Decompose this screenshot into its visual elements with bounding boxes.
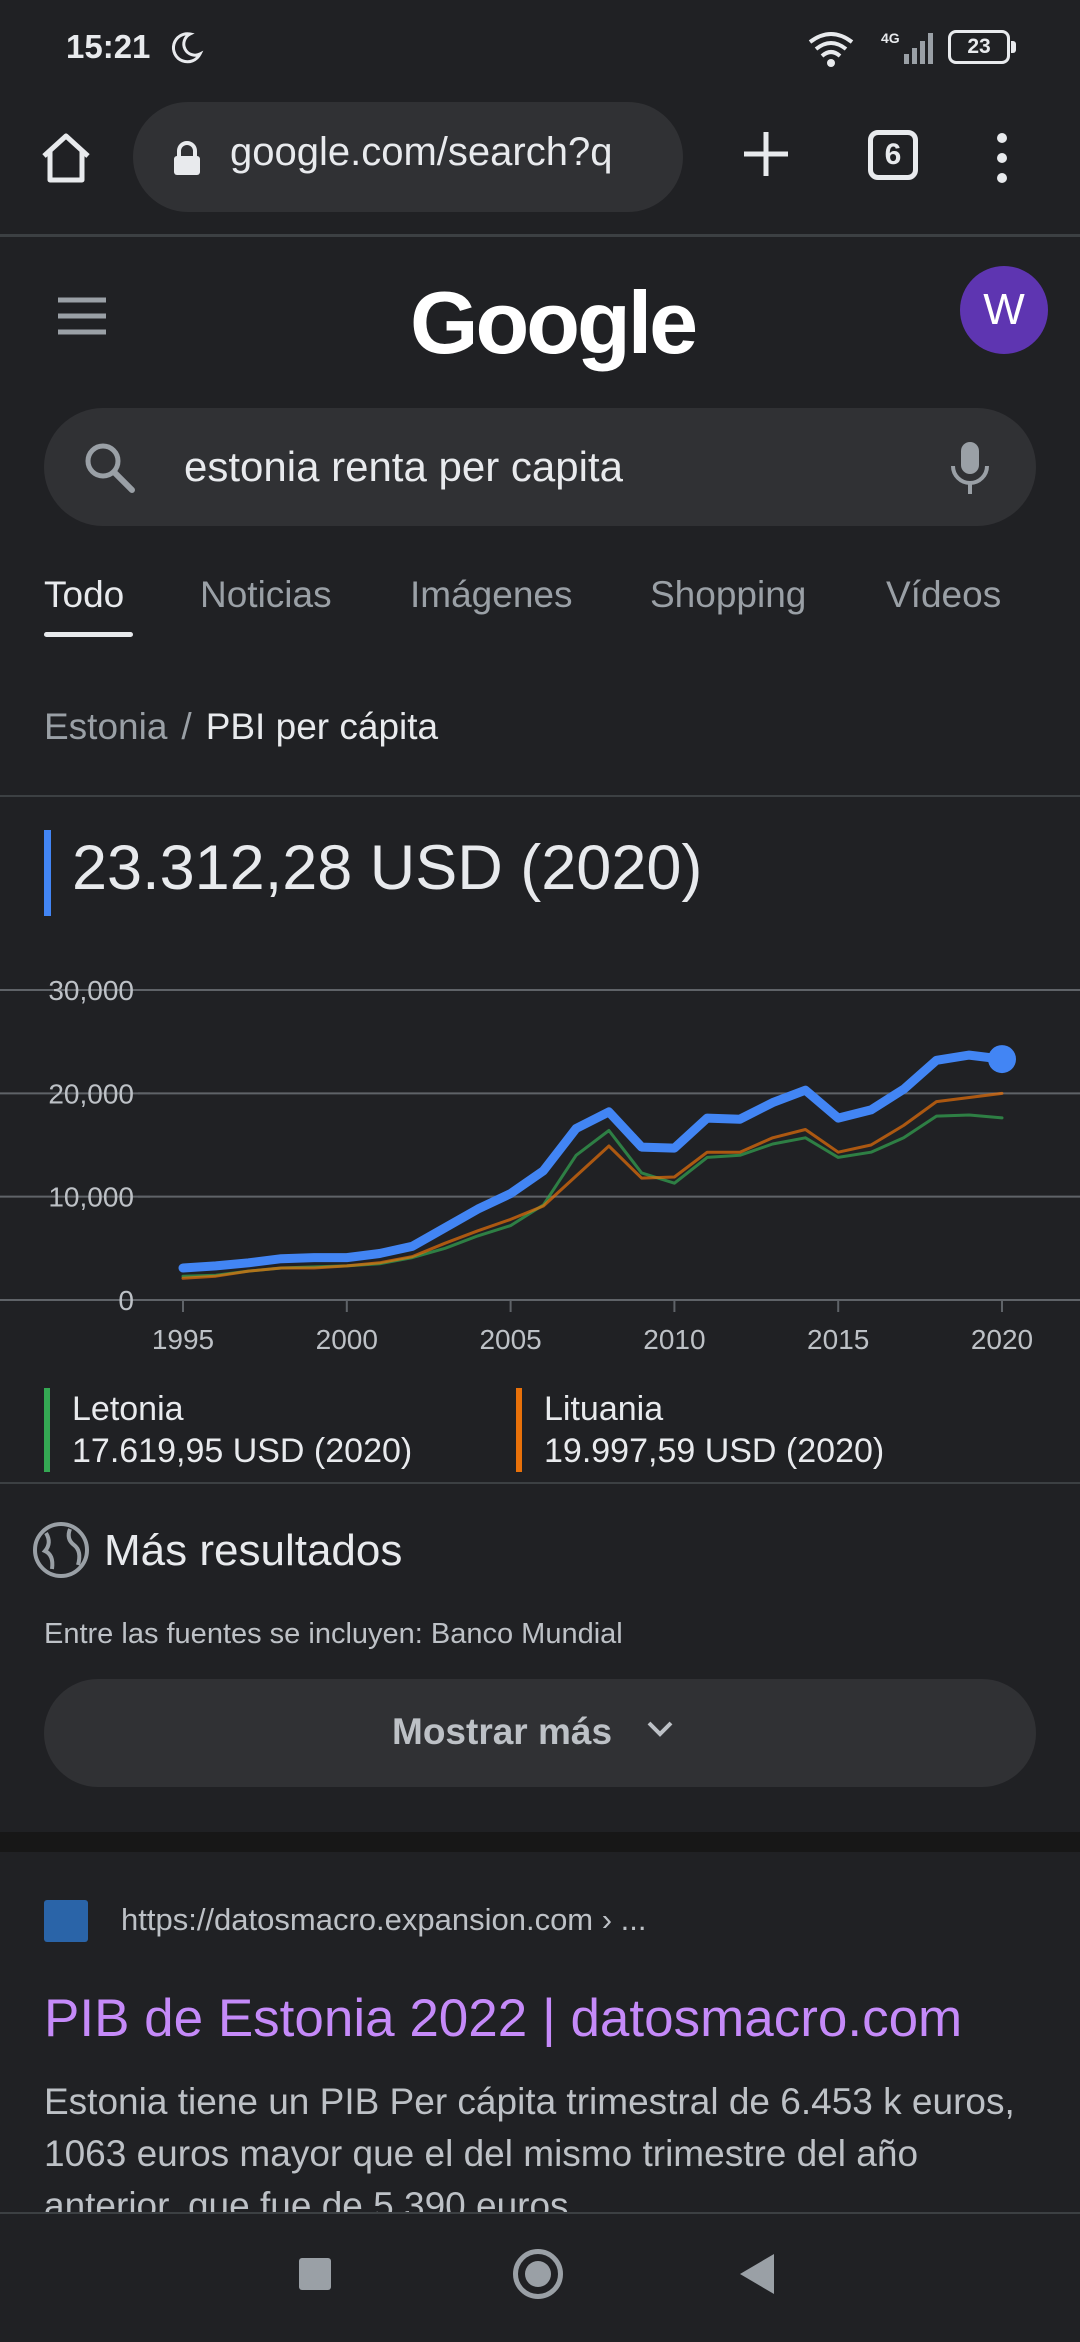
tab-switcher-button[interactable]: 6 <box>868 130 918 180</box>
x-tick-label: 1995 <box>152 1324 214 1355</box>
menu-dots-icon[interactable] <box>990 128 1014 188</box>
y-tick-label: 30,000 <box>48 975 134 1006</box>
x-tick-label: 2010 <box>643 1324 705 1355</box>
breadcrumb-country[interactable]: Estonia <box>44 706 168 747</box>
lock-icon <box>174 141 200 175</box>
more-results-title: Más resultados <box>104 1526 403 1575</box>
legend-name-letonia: Letonia <box>72 1390 184 1428</box>
series-endpoint-estonia <box>988 1045 1016 1074</box>
signal-icon <box>904 33 933 64</box>
back-icon[interactable] <box>740 2254 774 2294</box>
search-input[interactable]: estonia renta per capita <box>184 443 623 490</box>
result-snippet: Estonia tiene un PIB Per cápita trimestr… <box>44 2081 1015 2226</box>
toolbar-divider <box>0 234 1080 237</box>
headline-value: 23.312,28 USD (2020) <box>72 833 703 903</box>
legend-value-lituania: 19.997,59 USD (2020) <box>544 1432 885 1470</box>
gdp-per-capita-chart[interactable]: 0 10,000 20,000 30,000 1995 2000 2005 2010 2015 2… <box>0 960 1080 1360</box>
legend-color-lituania <box>516 1388 522 1472</box>
moon-icon <box>171 32 204 64</box>
battery-icon: 23 <box>948 30 1010 64</box>
globe-icon <box>33 1522 89 1578</box>
y-tick-label: 20,000 <box>48 1078 134 1109</box>
tab-shopping[interactable]: Shopping <box>650 574 807 615</box>
breadcrumb-metric: PBI per cápita <box>205 706 439 747</box>
result-url[interactable]: https://datosmacro.expansion.com › ... <box>121 1902 647 1937</box>
legend-name-lituania: Lituania <box>544 1390 664 1428</box>
recents-icon[interactable] <box>299 2258 331 2290</box>
wifi-icon <box>808 32 854 67</box>
home-button[interactable] <box>36 128 96 188</box>
status-bar <box>0 0 1080 100</box>
battery-level: 23 <box>967 35 991 58</box>
search-box[interactable] <box>44 408 1036 526</box>
series-line-estonia <box>178 1050 1007 1273</box>
show-more-button[interactable]: Mostrar más <box>44 1679 1036 1787</box>
network-type-label: 4G <box>881 30 900 46</box>
active-tab-indicator <box>44 632 133 637</box>
search-icon <box>85 443 135 493</box>
microphone-icon[interactable] <box>948 440 992 496</box>
tab-todo[interactable]: Todo <box>44 574 125 615</box>
result-title-link[interactable]: PIB de Estonia 2022 | datosmacro.com <box>44 1989 963 2048</box>
series-line-lituania <box>181 1091 1004 1280</box>
url-bar[interactable] <box>133 102 683 212</box>
tab-videos[interactable]: Vídeos <box>886 574 1002 615</box>
x-tick-label: 2020 <box>971 1324 1033 1355</box>
new-tab-button[interactable] <box>740 128 792 180</box>
divider <box>0 1482 1080 1484</box>
avatar[interactable]: W <box>960 266 1048 354</box>
tab-noticias[interactable]: Noticias <box>200 574 332 615</box>
legend-color-letonia <box>44 1388 50 1472</box>
sources-text: Entre las fuentes se incluyen: Banco Mun… <box>44 1618 623 1650</box>
status-time: 15:21 <box>66 28 151 65</box>
legend-value-letonia: 17.619,95 USD (2020) <box>72 1432 413 1470</box>
value-accent-bar <box>44 830 51 916</box>
battery-tip <box>1011 41 1016 53</box>
section-separator <box>0 1832 1080 1852</box>
chevron-down-icon <box>647 1721 673 1737</box>
x-tick-label: 2015 <box>807 1324 869 1355</box>
hamburger-menu-icon[interactable] <box>56 296 108 336</box>
home-circle-icon[interactable] <box>513 2249 563 2299</box>
breadcrumb-separator: / <box>181 706 192 747</box>
breadcrumb: Estonia / PBI per cápita <box>44 706 438 748</box>
y-tick-label: 10,000 <box>48 1182 134 1213</box>
x-tick-label: 2005 <box>479 1324 541 1355</box>
y-tick-label: 0 <box>118 1285 134 1316</box>
x-tick-label: 2000 <box>316 1324 378 1355</box>
divider <box>0 795 1080 797</box>
show-more-label: Mostrar más <box>392 1711 613 1752</box>
site-favicon <box>44 1900 88 1942</box>
tab-imagenes[interactable]: Imágenes <box>410 574 573 615</box>
google-logo[interactable]: Google <box>410 273 698 372</box>
url-text[interactable]: google.com/search?q <box>230 130 613 174</box>
